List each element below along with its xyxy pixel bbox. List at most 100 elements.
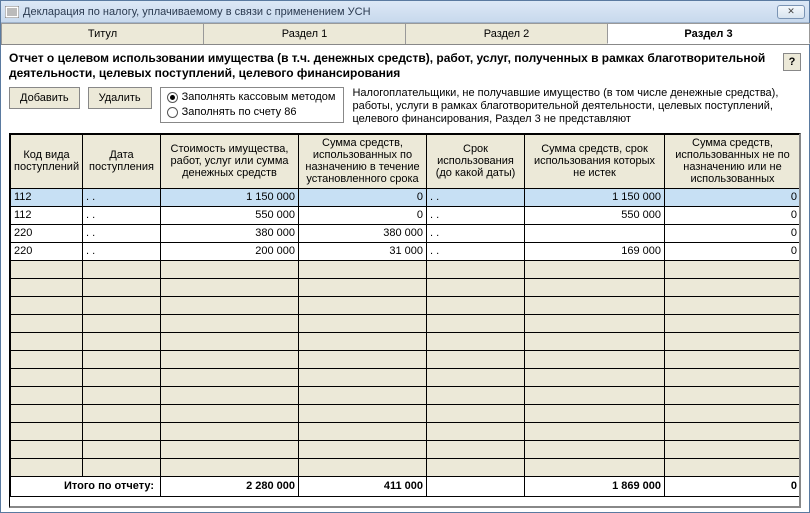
cell[interactable] <box>299 314 427 332</box>
cell[interactable] <box>161 278 299 296</box>
table-row-empty[interactable] <box>11 440 801 458</box>
table-row-empty[interactable] <box>11 260 801 278</box>
cell[interactable] <box>83 332 161 350</box>
cell[interactable] <box>427 404 525 422</box>
cell[interactable] <box>525 368 665 386</box>
cell[interactable]: 0 <box>665 188 801 206</box>
cell[interactable] <box>83 260 161 278</box>
table-row-empty[interactable] <box>11 278 801 296</box>
cell[interactable] <box>427 440 525 458</box>
cell[interactable]: 0 <box>665 206 801 224</box>
help-button[interactable]: ? <box>783 53 801 71</box>
tab-2[interactable]: Раздел 2 <box>405 23 608 44</box>
cell[interactable] <box>161 458 299 476</box>
cell[interactable] <box>665 422 801 440</box>
cell[interactable] <box>427 278 525 296</box>
cell[interactable] <box>665 458 801 476</box>
cell[interactable] <box>11 278 83 296</box>
cell[interactable] <box>525 440 665 458</box>
cell[interactable]: 550 000 <box>525 206 665 224</box>
cell[interactable] <box>299 386 427 404</box>
cell[interactable]: 112 <box>11 206 83 224</box>
cell[interactable] <box>11 296 83 314</box>
radio-cash-method[interactable]: Заполнять кассовым методом <box>167 90 336 104</box>
cell[interactable]: 1 150 000 <box>161 188 299 206</box>
cell[interactable] <box>11 350 83 368</box>
cell[interactable] <box>11 386 83 404</box>
cell[interactable] <box>161 296 299 314</box>
close-button[interactable]: ✕ <box>777 5 805 19</box>
table-row-empty[interactable] <box>11 386 801 404</box>
cell[interactable] <box>525 278 665 296</box>
cell[interactable]: . . <box>83 224 161 242</box>
cell[interactable] <box>525 386 665 404</box>
cell[interactable] <box>299 260 427 278</box>
table-row-empty[interactable] <box>11 350 801 368</box>
cell[interactable] <box>665 278 801 296</box>
cell[interactable] <box>525 332 665 350</box>
cell[interactable] <box>11 440 83 458</box>
cell[interactable]: 380 000 <box>299 224 427 242</box>
cell[interactable] <box>161 422 299 440</box>
cell[interactable] <box>161 404 299 422</box>
cell[interactable]: 169 000 <box>525 242 665 260</box>
cell[interactable]: 1 150 000 <box>525 188 665 206</box>
cell[interactable] <box>427 260 525 278</box>
cell[interactable] <box>83 278 161 296</box>
cell[interactable] <box>525 260 665 278</box>
cell[interactable] <box>161 350 299 368</box>
cell[interactable] <box>427 314 525 332</box>
cell[interactable] <box>299 458 427 476</box>
cell[interactable] <box>525 404 665 422</box>
cell[interactable] <box>299 296 427 314</box>
cell[interactable] <box>299 404 427 422</box>
tab-3[interactable]: Раздел 3 <box>607 23 810 44</box>
cell[interactable] <box>11 260 83 278</box>
cell[interactable] <box>299 440 427 458</box>
cell[interactable] <box>525 458 665 476</box>
cell[interactable] <box>161 368 299 386</box>
table-row-empty[interactable] <box>11 332 801 350</box>
cell[interactable] <box>427 296 525 314</box>
cell[interactable] <box>299 350 427 368</box>
table-row-empty[interactable] <box>11 422 801 440</box>
cell[interactable] <box>525 314 665 332</box>
cell[interactable] <box>83 386 161 404</box>
add-button[interactable]: Добавить <box>9 87 80 109</box>
table-row-empty[interactable] <box>11 458 801 476</box>
cell[interactable] <box>83 422 161 440</box>
cell[interactable] <box>427 350 525 368</box>
cell[interactable] <box>427 332 525 350</box>
table-row-empty[interactable] <box>11 368 801 386</box>
cell[interactable] <box>299 368 427 386</box>
table-row[interactable]: 220 . .200 00031 000 . .169 0000 <box>11 242 801 260</box>
cell[interactable]: 0 <box>299 188 427 206</box>
cell[interactable] <box>83 368 161 386</box>
cell[interactable] <box>665 314 801 332</box>
cell[interactable]: 200 000 <box>161 242 299 260</box>
cell[interactable]: 220 <box>11 224 83 242</box>
table-row-empty[interactable] <box>11 404 801 422</box>
cell[interactable] <box>83 350 161 368</box>
cell[interactable]: . . <box>427 242 525 260</box>
table-row-empty[interactable] <box>11 314 801 332</box>
cell[interactable] <box>525 296 665 314</box>
cell[interactable] <box>665 404 801 422</box>
cell[interactable] <box>11 404 83 422</box>
cell[interactable] <box>11 314 83 332</box>
cell[interactable] <box>525 224 665 242</box>
cell[interactable] <box>427 368 525 386</box>
cell[interactable] <box>525 350 665 368</box>
cell[interactable] <box>427 458 525 476</box>
cell[interactable] <box>161 332 299 350</box>
cell[interactable] <box>161 314 299 332</box>
cell[interactable] <box>665 350 801 368</box>
cell[interactable] <box>161 260 299 278</box>
cell[interactable]: . . <box>427 224 525 242</box>
table-row-empty[interactable] <box>11 296 801 314</box>
cell[interactable] <box>299 278 427 296</box>
cell[interactable] <box>525 422 665 440</box>
cell[interactable] <box>665 440 801 458</box>
table-row[interactable]: 112 . .550 0000 . .550 0000 <box>11 206 801 224</box>
delete-button[interactable]: Удалить <box>88 87 152 109</box>
